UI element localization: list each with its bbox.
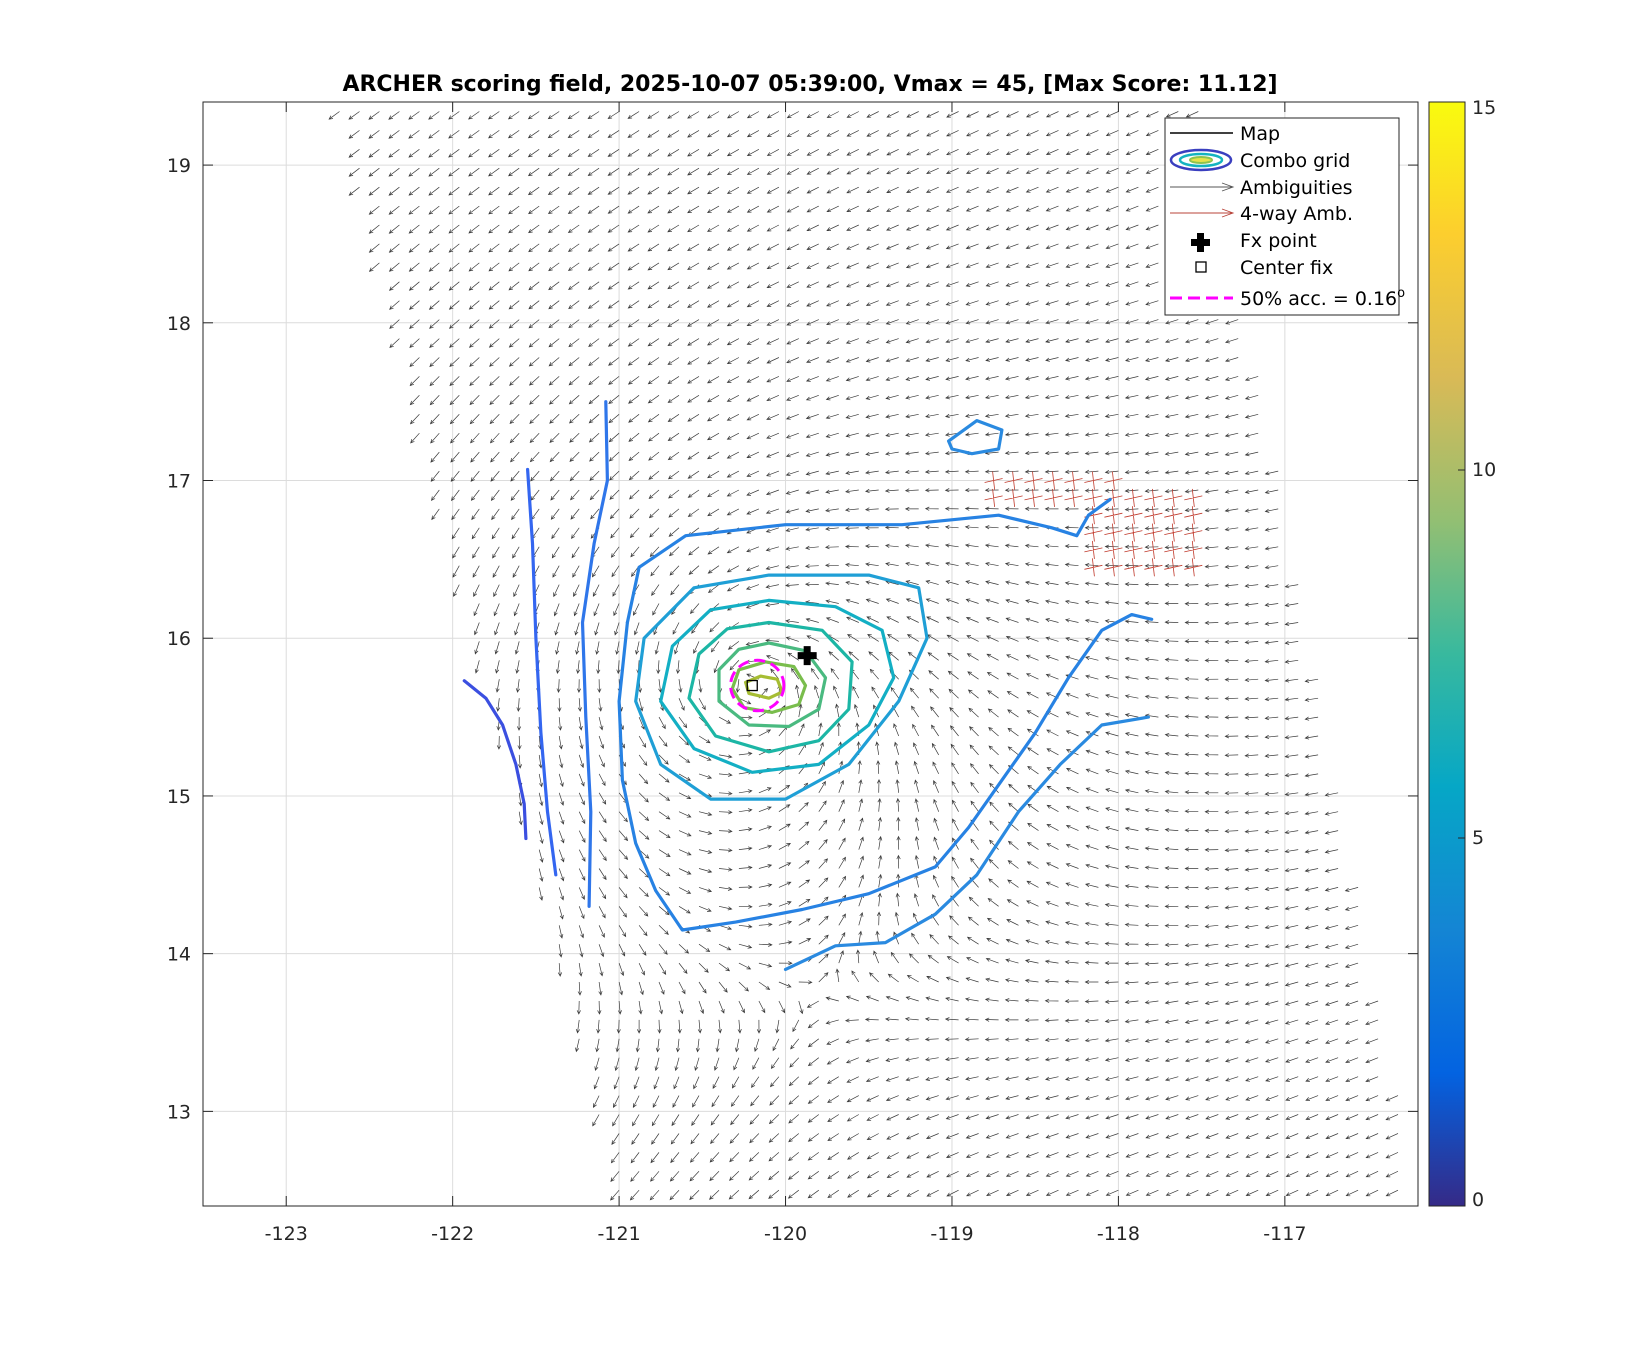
- contour-line-4-9: [946, 419, 1004, 456]
- contour-line-10-4: [743, 674, 784, 700]
- y-tick-label: 16: [167, 628, 191, 650]
- chart-title: ARCHER scoring field, 2025-10-07 05:39:0…: [342, 72, 1277, 97]
- legend-fx-point-label: Fx point: [1240, 230, 1317, 252]
- legend-center-fix-marker: [1195, 261, 1207, 273]
- legend-combo-swatch-mid: [1178, 152, 1224, 168]
- y-tick-label: 15: [167, 786, 191, 808]
- x-tick-label: -122: [431, 1223, 474, 1245]
- ambiguity-vectors: [328, 111, 1399, 1201]
- legend-4way-arrowhead: [1221, 208, 1235, 218]
- legend[interactable]: Map Combo grid Ambiguities 4-way Amb. Fx…: [1164, 117, 1405, 316]
- legend-combo-label: Combo grid: [1240, 150, 1350, 172]
- contour-line-7-6: [687, 620, 854, 754]
- colorbar-gradient: [1428, 101, 1466, 1207]
- fx-point-marker: [797, 646, 817, 666]
- grid: [203, 102, 1418, 1206]
- y-tick-label: 13: [167, 1101, 191, 1123]
- x-tick-label: -120: [764, 1223, 807, 1245]
- legend-fx-point-marker: [1191, 233, 1210, 252]
- center-fix-marker: [746, 679, 758, 692]
- plot-frame: [202, 101, 1419, 1207]
- contour-line-8-6: [717, 641, 828, 729]
- colorbar-tick-label: 15: [1472, 97, 1496, 119]
- x-tick-label: -121: [598, 1223, 641, 1245]
- four-way-crosses: [984, 471, 1203, 577]
- legend-4way-label: 4-way Amb.: [1240, 203, 1353, 225]
- combo-grid-contours: [462, 400, 1154, 972]
- legend-ambiguities-label: Ambiguities: [1240, 177, 1353, 199]
- legend-acc-label: 50% acc. = 0.16o: [1240, 286, 1405, 310]
- x-tick-label: -118: [1097, 1223, 1140, 1245]
- contour-line-3-9: [525, 467, 558, 877]
- x-tick-label: -119: [930, 1223, 973, 1245]
- contour-line-4-7: [617, 612, 1154, 932]
- colorbar: 0 5 10 15: [1428, 97, 1496, 1211]
- contour-line-4-7: [625, 497, 1112, 625]
- legend-acc-degree: o: [1397, 286, 1405, 301]
- y-tick-label: 18: [167, 313, 191, 335]
- colorbar-tick-label: 10: [1472, 459, 1496, 481]
- legend-map-label: Map: [1240, 123, 1280, 145]
- legend-acc-text: 50% acc. = 0.16: [1240, 288, 1397, 310]
- axis-ticks: -123 -122 -121 -120 -119 -118 -117 13 14 15 16 17 18…: [167, 102, 1418, 1245]
- colorbar-tick-label: 5: [1472, 827, 1484, 849]
- contour-line-4-9: [783, 715, 1151, 972]
- ambiguity-arrows: [328, 111, 1399, 1201]
- y-tick-label: 14: [167, 944, 191, 966]
- colorbar-ticks: 0 5 10 15: [1458, 97, 1496, 1211]
- colorbar-tick-label: 0: [1472, 1189, 1484, 1211]
- x-tick-label: -117: [1263, 1223, 1306, 1245]
- x-tick-label: -123: [265, 1223, 308, 1245]
- contour-line-4-3: [580, 400, 610, 908]
- contour-line-5-8: [634, 573, 929, 801]
- y-tick-label: 17: [167, 471, 191, 493]
- contour-line-3-3: [462, 679, 528, 841]
- legend-ambiguities-arrowhead: [1221, 182, 1235, 192]
- accuracy-circle: [729, 658, 786, 713]
- contour-line-6-7: [659, 598, 896, 774]
- legend-center-fix-label: Center fix: [1240, 257, 1333, 279]
- y-tick-label: 19: [167, 155, 191, 177]
- fix-markers: [729, 646, 817, 713]
- legend-combo-swatch-inner: [1189, 156, 1213, 164]
- contour-line-9-5: [730, 660, 808, 715]
- four-way-ambiguity-vectors: [984, 471, 1203, 577]
